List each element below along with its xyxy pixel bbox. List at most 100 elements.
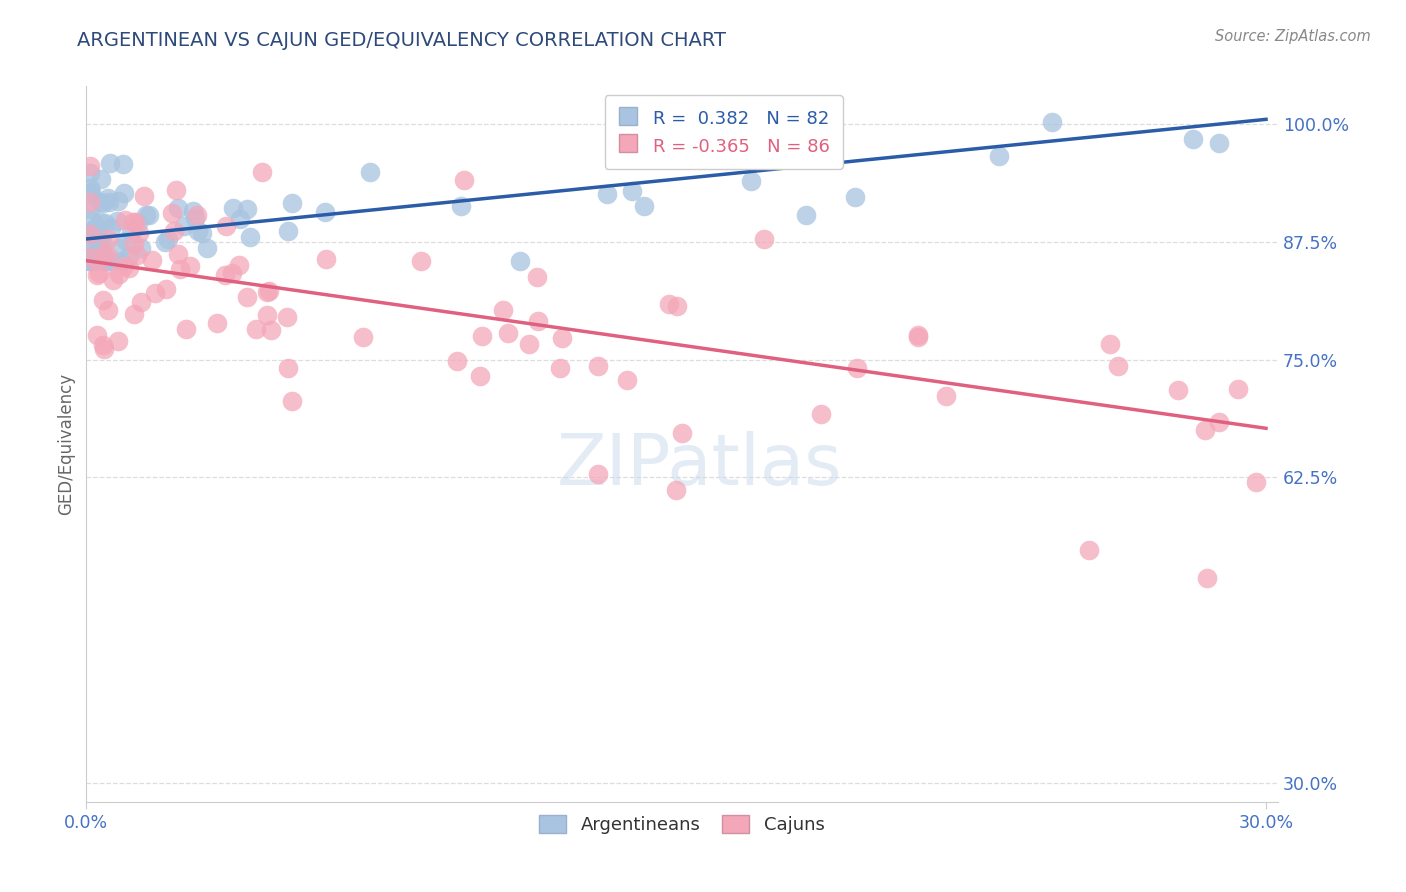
Point [115, 234, 138, 248]
Point [135, 208, 157, 222]
Point [80, 213, 103, 227]
Point [82, 235, 104, 250]
Point [120, 226, 142, 240]
Point [84, 225, 107, 239]
Point [97, 303, 120, 318]
Point [107, 334, 129, 348]
Point [526, 313, 548, 327]
Point [551, 331, 574, 345]
Point [276, 310, 298, 324]
Point [89, 194, 111, 209]
Point [810, 407, 832, 421]
Point [89, 215, 111, 229]
Point [752, 232, 775, 246]
Point [101, 273, 124, 287]
Point [239, 229, 262, 244]
Point [1040, 115, 1063, 129]
Point [174, 322, 197, 336]
Point [616, 372, 638, 386]
Point [665, 483, 688, 497]
Point [492, 303, 515, 318]
Point [252, 165, 274, 179]
Point [256, 308, 278, 322]
Point [124, 215, 146, 229]
Point [633, 198, 655, 212]
Point [184, 211, 207, 225]
Point [86, 253, 108, 268]
Point [87, 243, 110, 257]
Point [86, 220, 108, 235]
Point [79, 253, 101, 268]
Point [352, 330, 374, 344]
Point [132, 189, 155, 203]
Point [80, 185, 103, 199]
Point [90, 234, 112, 248]
Point [658, 297, 681, 311]
Point [79, 181, 101, 195]
Point [145, 285, 167, 300]
Text: ARGENTINEAN VS CAJUN GED/EQUIVALENCY CORRELATION CHART: ARGENTINEAN VS CAJUN GED/EQUIVALENCY COR… [77, 31, 727, 50]
Point [87, 232, 110, 246]
Point [87, 266, 110, 280]
Point [86, 327, 108, 342]
Point [236, 202, 259, 217]
Point [79, 248, 101, 262]
Point [846, 360, 869, 375]
Point [214, 268, 236, 282]
Point [91, 249, 114, 263]
Point [1208, 415, 1230, 429]
Point [471, 329, 494, 343]
Point [97, 194, 120, 209]
Point [935, 389, 957, 403]
Point [79, 166, 101, 180]
Point [1194, 423, 1216, 437]
Point [91, 293, 114, 307]
Point [205, 316, 228, 330]
Point [228, 258, 250, 272]
Point [988, 149, 1011, 163]
Point [90, 172, 112, 186]
Point [138, 208, 160, 222]
Point [1078, 542, 1101, 557]
Point [91, 337, 114, 351]
Point [167, 246, 190, 260]
Point [110, 253, 132, 268]
Point [844, 189, 866, 203]
Point [186, 208, 208, 222]
Point [98, 156, 121, 170]
Point [179, 259, 201, 273]
Point [409, 253, 432, 268]
Point [80, 237, 103, 252]
Point [740, 174, 762, 188]
Point [79, 160, 101, 174]
Point [1208, 136, 1230, 150]
Point [181, 203, 204, 218]
Point [214, 219, 236, 234]
Point [107, 194, 129, 208]
Point [550, 361, 572, 376]
Point [586, 359, 609, 373]
Point [509, 253, 531, 268]
Point [118, 261, 141, 276]
Point [141, 253, 163, 268]
Point [82, 253, 104, 268]
Point [97, 232, 120, 246]
Point [281, 196, 304, 211]
Point [1244, 475, 1267, 489]
Point [245, 321, 267, 335]
Point [114, 213, 136, 227]
Point [596, 186, 619, 201]
Point [90, 236, 112, 251]
Point [1167, 383, 1189, 397]
Point [94, 253, 117, 268]
Point [1226, 382, 1249, 396]
Point [96, 253, 118, 268]
Legend: Argentineans, Cajuns: Argentineans, Cajuns [530, 806, 834, 843]
Point [105, 214, 128, 228]
Point [86, 268, 108, 282]
Point [107, 241, 129, 255]
Point [256, 285, 278, 299]
Point [118, 249, 141, 263]
Point [468, 368, 491, 383]
Point [163, 224, 186, 238]
